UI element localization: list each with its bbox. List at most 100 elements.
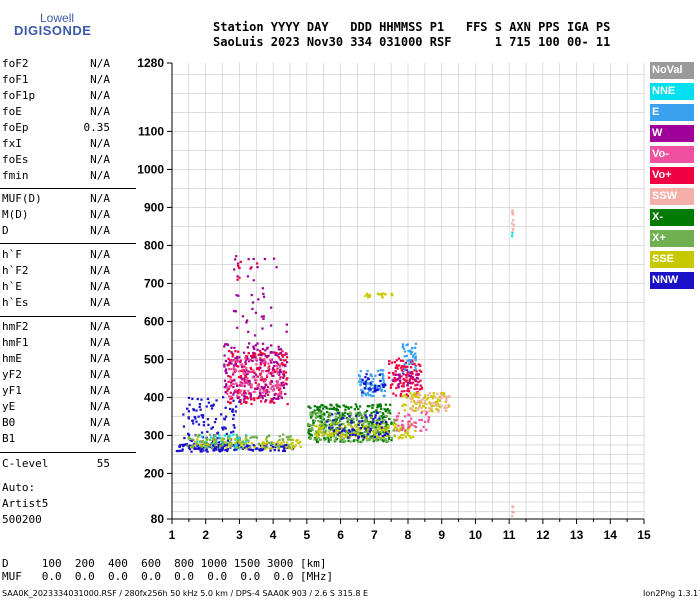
param-name: MUF(D)	[2, 192, 42, 205]
echo-point	[231, 383, 235, 386]
echo-point	[316, 408, 319, 411]
echo-point	[240, 445, 243, 449]
echo-point	[241, 315, 245, 318]
echo-point	[235, 255, 238, 258]
echo-point	[432, 391, 435, 395]
echo-point	[240, 444, 243, 447]
echo-point	[229, 381, 233, 384]
echo-point	[232, 443, 235, 447]
echo-point	[177, 449, 180, 453]
echo-point	[193, 415, 196, 419]
echo-point	[284, 364, 287, 368]
echo-point	[270, 442, 273, 446]
echo-point	[299, 440, 302, 443]
echo-point	[258, 395, 261, 398]
echo-point	[267, 369, 270, 372]
echo-point	[265, 442, 269, 445]
echo-point	[334, 418, 337, 421]
echo-point	[395, 387, 398, 390]
echo-point	[210, 407, 214, 410]
echo-point	[448, 395, 451, 398]
echo-point	[237, 436, 240, 440]
echo-point	[279, 371, 283, 374]
echo-point	[405, 380, 408, 383]
param-row-hes: h`Es N/A	[2, 296, 110, 312]
echo-point	[245, 438, 249, 441]
echo-point	[343, 414, 346, 417]
echo-point	[226, 364, 229, 367]
echo-point	[271, 374, 274, 377]
echo-point	[277, 388, 281, 392]
echo-point	[271, 397, 275, 401]
echo-point	[369, 414, 372, 417]
echo-point	[238, 266, 241, 269]
echo-point	[311, 411, 314, 414]
echo-point	[272, 374, 275, 377]
echo-point	[269, 387, 272, 390]
echo-point	[224, 415, 228, 418]
echo-point	[258, 396, 261, 399]
echo-point	[200, 414, 203, 417]
echo-point	[344, 408, 347, 411]
echo-point	[253, 378, 257, 381]
echo-point	[244, 357, 247, 360]
echo-point	[286, 403, 289, 406]
param-name: foF1p	[2, 89, 36, 102]
echo-point	[270, 398, 273, 401]
echo-point	[412, 435, 415, 439]
echo-point	[407, 428, 410, 431]
echo-point	[279, 376, 282, 379]
echo-point	[322, 418, 325, 421]
echo-point	[430, 404, 433, 408]
echo-point	[401, 346, 405, 349]
echo-point	[243, 398, 246, 401]
echo-point	[251, 370, 254, 374]
echo-point	[276, 367, 279, 370]
echo-point	[234, 310, 238, 313]
echo-point	[359, 428, 362, 431]
echo-point	[280, 358, 283, 361]
echo-point	[379, 369, 382, 372]
echo-point	[247, 382, 250, 385]
echo-point	[430, 409, 433, 412]
echo-point	[235, 364, 239, 368]
echo-point	[262, 315, 265, 318]
echo-point	[445, 406, 448, 410]
echo-point	[235, 448, 238, 451]
echo-point	[261, 442, 264, 445]
y-tick-label: 400	[144, 390, 164, 404]
param-row-hf2: h`F2 N/A	[2, 264, 110, 280]
echo-point	[289, 438, 293, 441]
echo-point	[259, 376, 263, 380]
echo-point	[272, 389, 275, 392]
echo-point	[376, 411, 379, 414]
echo-point	[246, 377, 249, 380]
echo-point	[315, 425, 319, 428]
echo-point	[217, 448, 221, 451]
echo-point	[408, 414, 411, 417]
echo-point	[389, 386, 393, 389]
echo-point	[400, 423, 404, 426]
echo-point	[341, 440, 344, 443]
echo-point	[313, 419, 317, 422]
echo-point	[373, 385, 377, 388]
x-tick-label: 1	[169, 528, 176, 542]
echo-point	[360, 414, 364, 417]
ionogram-chart: 1 2 3 4 5 6 7 8 9 10 11 12 13 14 158020030040050060070…	[137, 56, 651, 542]
echo-point	[270, 441, 273, 444]
echo-point	[364, 380, 368, 383]
echo-point	[331, 428, 334, 431]
echo-point	[366, 377, 370, 380]
echo-point	[362, 438, 365, 441]
echo-point	[434, 402, 437, 406]
echo-point	[251, 435, 254, 438]
echo-point	[379, 404, 382, 407]
echo-point	[405, 366, 408, 369]
echo-point	[232, 366, 235, 369]
echo-point	[366, 431, 370, 434]
echo-point	[275, 384, 278, 387]
echo-point	[265, 439, 269, 442]
echo-point	[286, 446, 290, 449]
echo-point	[411, 405, 415, 408]
echo-point	[281, 381, 285, 384]
